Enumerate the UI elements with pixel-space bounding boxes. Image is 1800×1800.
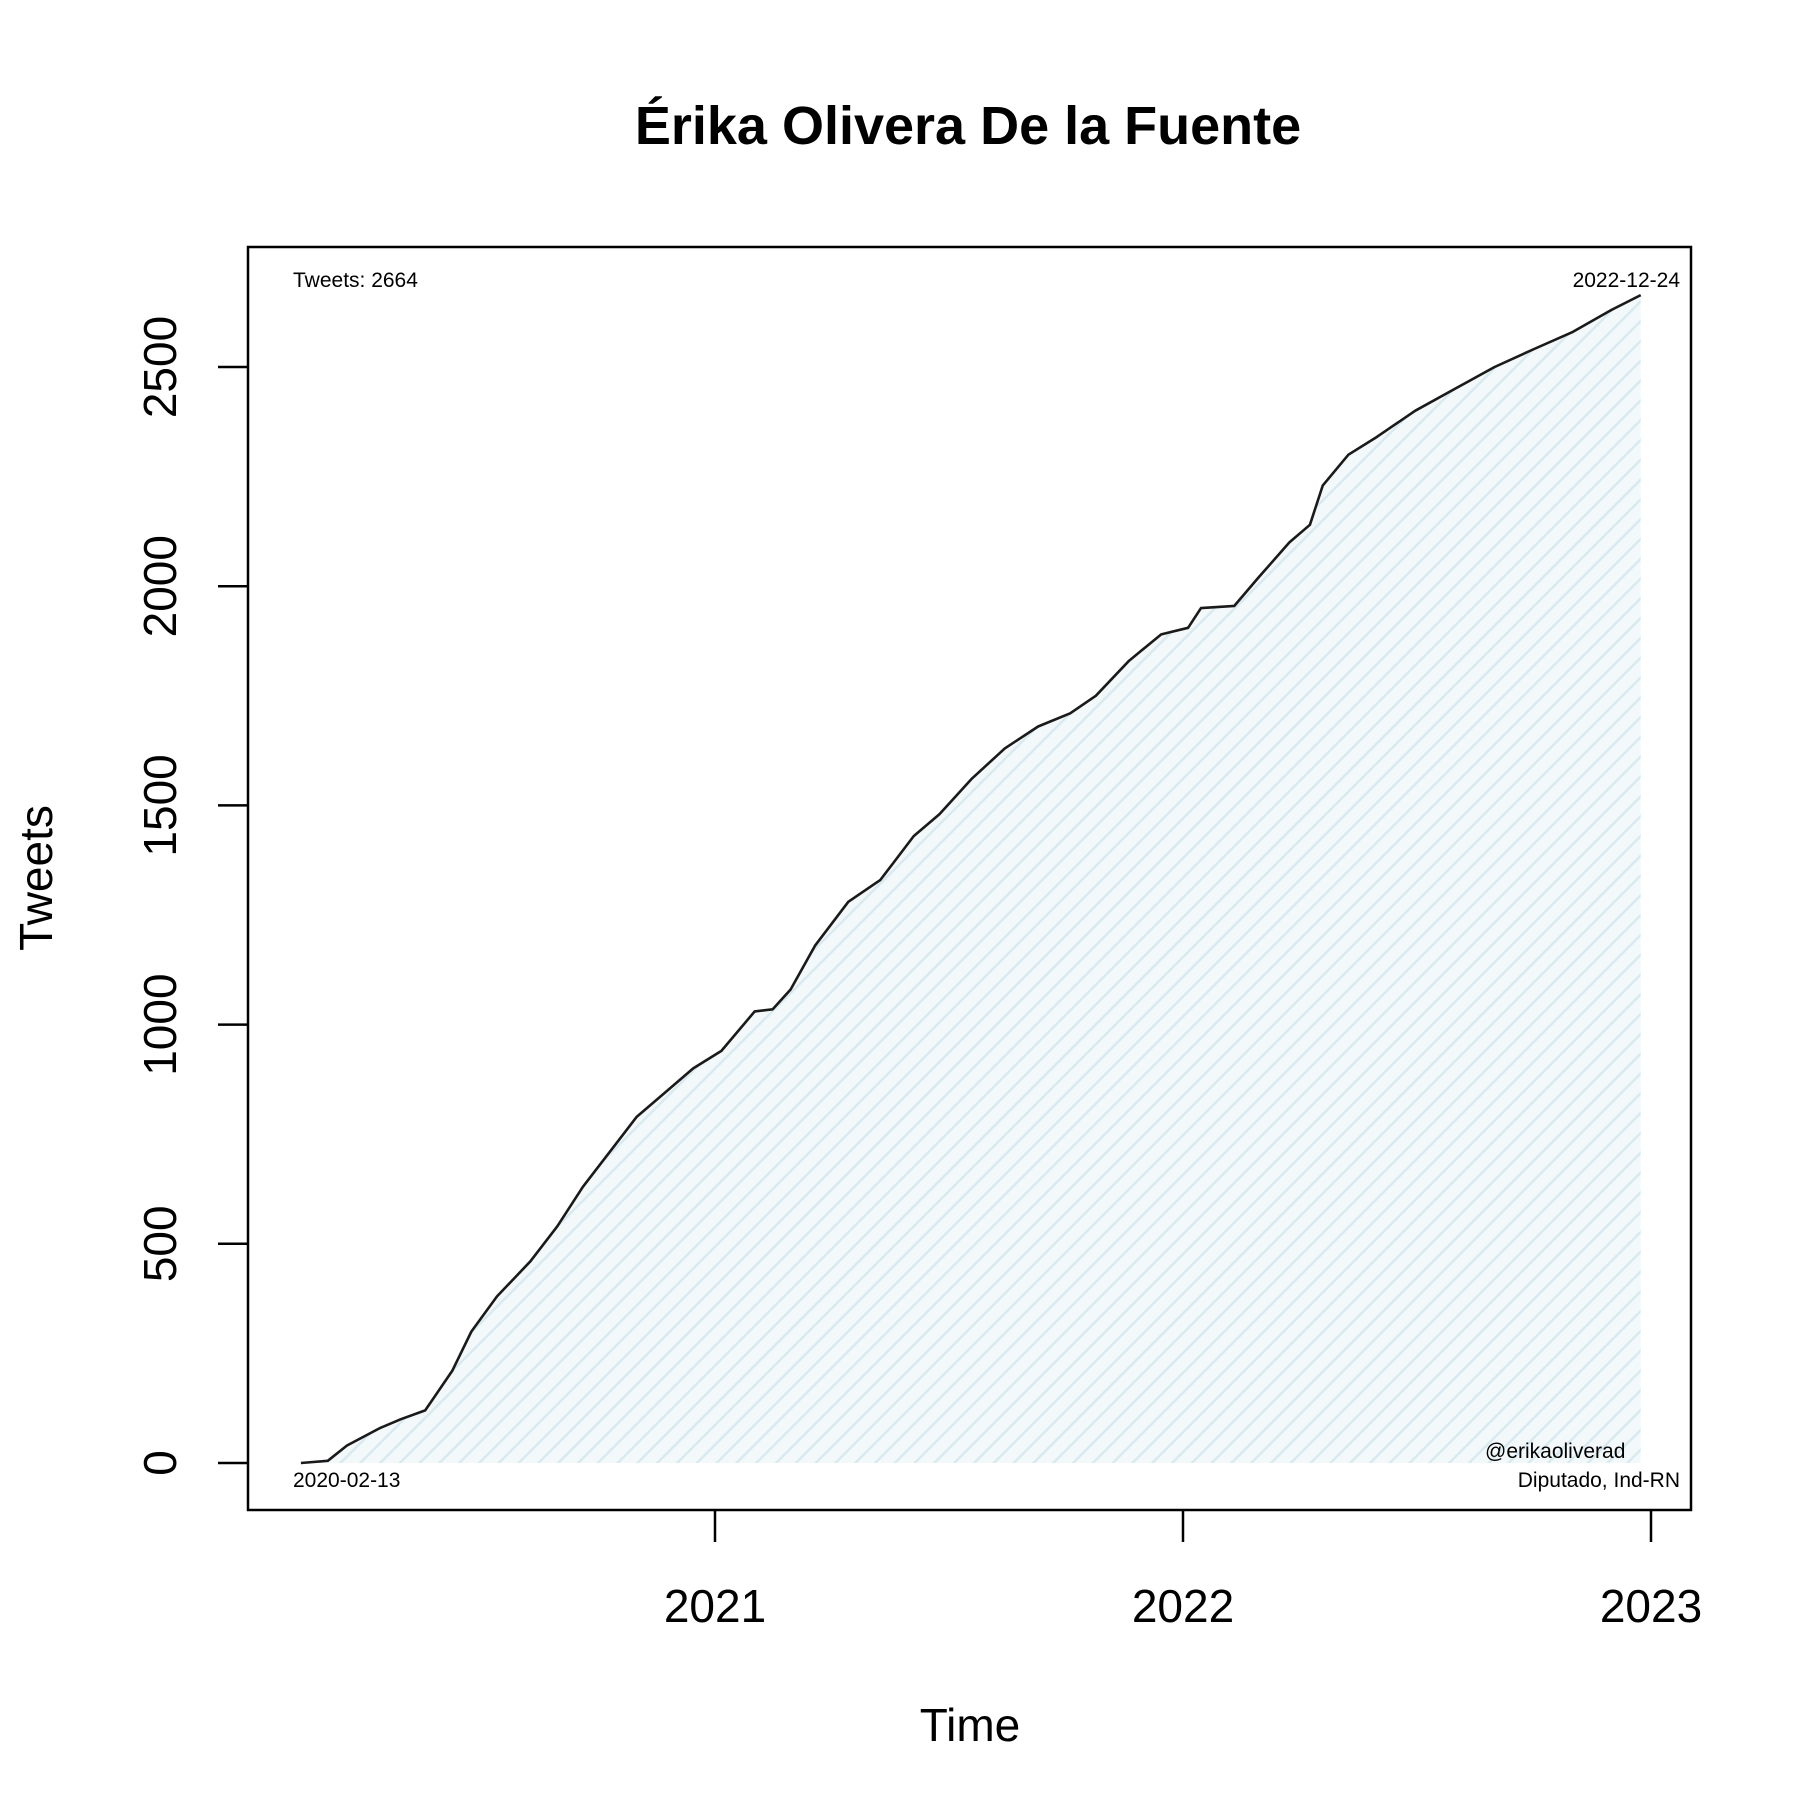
x-tick-label: 2023 xyxy=(1600,1580,1702,1632)
role-label: Diputado, Ind-RN xyxy=(1518,1469,1680,1492)
chart-title: Érika Olivera De la Fuente xyxy=(635,96,1301,156)
y-tick-label: 0 xyxy=(134,1450,186,1476)
y-axis: 0 500 1000 1500 2000 2500 xyxy=(134,316,248,1476)
x-axis-title: Time xyxy=(920,1699,1021,1751)
handle-label: @erikaoliverad xyxy=(1485,1440,1625,1463)
x-tick-label: 2021 xyxy=(664,1580,766,1632)
total-tweets-label: Tweets: 2664 xyxy=(293,269,418,292)
series-area-fill xyxy=(300,295,1641,1464)
y-axis-title: Tweets xyxy=(10,805,62,951)
plot-layer xyxy=(300,293,1642,1465)
first-date-label: 2020-02-13 xyxy=(293,1469,400,1492)
series-line xyxy=(300,293,1642,1465)
x-tick-label: 2022 xyxy=(1132,1580,1234,1632)
plot-frame xyxy=(246,245,1693,1512)
last-date-label: 2022-12-24 xyxy=(1573,269,1681,292)
y-tick-label: 2500 xyxy=(134,316,186,418)
x-axis: 2021 2022 2023 xyxy=(664,1510,1702,1632)
y-tick-label: 1500 xyxy=(134,754,186,856)
y-tick-label: 500 xyxy=(134,1205,186,1282)
y-tick-label: 2000 xyxy=(134,535,186,637)
y-tick-label: 1000 xyxy=(134,973,186,1075)
